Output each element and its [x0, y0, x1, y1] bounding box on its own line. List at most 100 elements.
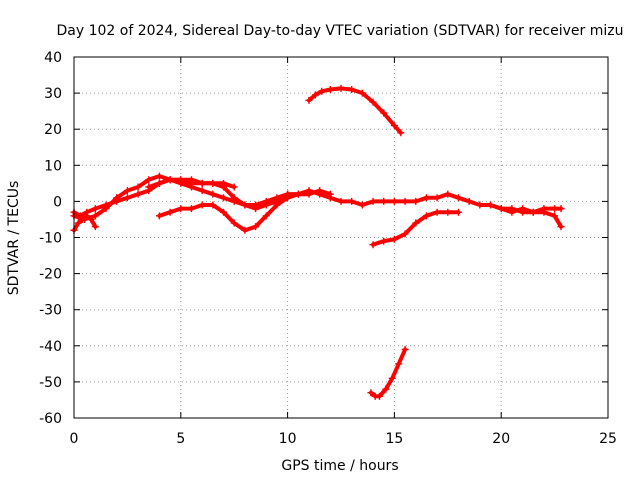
series-left-edge-cluster: [70, 212, 99, 234]
y-tick-label: -10: [39, 231, 62, 247]
data-point: [454, 194, 462, 202]
data-point: [380, 197, 388, 205]
data-point: [557, 223, 565, 231]
data-point: [102, 205, 110, 213]
data-point: [382, 385, 390, 393]
data-point: [134, 183, 142, 191]
data-point: [91, 212, 99, 220]
data-point: [252, 205, 260, 213]
data-point: [273, 201, 281, 209]
data-point: [305, 190, 313, 198]
data-point: [311, 91, 319, 99]
data-point: [476, 201, 484, 209]
data-point: [91, 205, 99, 213]
y-tick-label: -30: [39, 303, 62, 319]
data-point: [551, 212, 559, 220]
data-point: [316, 187, 324, 195]
data-point: [262, 201, 270, 209]
data-point: [422, 212, 430, 220]
y-tick-label: 10: [44, 158, 62, 174]
data-point: [198, 187, 206, 195]
grid-lines: [74, 57, 608, 418]
data-point: [395, 360, 403, 368]
data-point: [401, 230, 409, 238]
data-point: [134, 190, 142, 198]
data-point: [230, 183, 238, 191]
data-point: [198, 179, 206, 187]
data-point: [465, 197, 473, 205]
data-point: [326, 190, 334, 198]
data-point: [241, 201, 249, 209]
series-right-tail: [487, 201, 565, 231]
data-series-layer: [70, 84, 565, 400]
data-point: [487, 201, 495, 209]
data-point: [337, 84, 345, 92]
data-point: [177, 176, 185, 184]
data-point: [369, 98, 377, 106]
data-point: [444, 208, 452, 216]
data-point: [348, 85, 356, 93]
data-point: [367, 389, 375, 397]
axis-ticks: [73, 56, 609, 419]
data-point: [444, 190, 452, 198]
data-point: [230, 219, 238, 227]
data-point: [113, 194, 121, 202]
data-point: [155, 179, 163, 187]
y-tick-label: -20: [39, 267, 62, 283]
data-point: [166, 176, 174, 184]
y-tick-label: 20: [44, 122, 62, 138]
data-point: [369, 241, 377, 249]
data-point: [375, 392, 383, 400]
y-tick-label: -60: [39, 411, 62, 427]
data-point: [294, 190, 302, 198]
data-point: [397, 129, 405, 137]
x-tick-label: 5: [176, 431, 185, 447]
x-tick-label: 15: [385, 431, 403, 447]
data-point: [241, 226, 249, 234]
data-point: [388, 374, 396, 382]
data-point: [155, 172, 163, 180]
data-point: [166, 208, 174, 216]
data-point: [508, 208, 516, 216]
data-point: [380, 237, 388, 245]
y-tick-label: -50: [39, 375, 62, 391]
data-point: [369, 197, 377, 205]
data-point: [390, 235, 398, 243]
data-point: [326, 85, 334, 93]
data-point: [519, 205, 527, 213]
data-point: [145, 176, 153, 184]
data-point: [401, 197, 409, 205]
data-point: [220, 194, 228, 202]
data-point: [422, 194, 430, 202]
data-point: [91, 223, 99, 231]
series-line: [72, 177, 563, 218]
data-point: [412, 219, 420, 227]
y-tick-label: 0: [53, 194, 62, 210]
series-upper-left-arc: [145, 176, 238, 191]
data-point: [230, 194, 238, 202]
series-low-arc: [367, 345, 409, 400]
data-point: [145, 183, 153, 191]
y-tick-labels: -60 -50 -40 -30 -20 -10 0 10 20 30 40: [39, 50, 62, 427]
data-point: [358, 89, 366, 97]
x-axis-label: GPS time / hours: [281, 458, 398, 474]
data-point: [390, 197, 398, 205]
data-point: [209, 190, 217, 198]
x-tick-label: 0: [70, 431, 79, 447]
series-high-arc: [305, 84, 405, 137]
y-axis-label: SDTVAR / TECUs: [6, 181, 22, 296]
data-point: [433, 194, 441, 202]
data-point: [358, 201, 366, 209]
x-tick-label: 20: [492, 431, 510, 447]
chart-title: Day 102 of 2024, Sidereal Day-to-day VTE…: [57, 23, 624, 39]
data-point: [412, 197, 420, 205]
data-point: [540, 208, 548, 216]
data-point: [87, 215, 95, 223]
data-point: [318, 87, 326, 95]
data-point: [348, 197, 356, 205]
data-point: [380, 109, 388, 117]
data-point: [198, 201, 206, 209]
data-point: [220, 179, 228, 187]
data-point: [305, 96, 313, 104]
y-tick-label: 40: [44, 50, 62, 66]
